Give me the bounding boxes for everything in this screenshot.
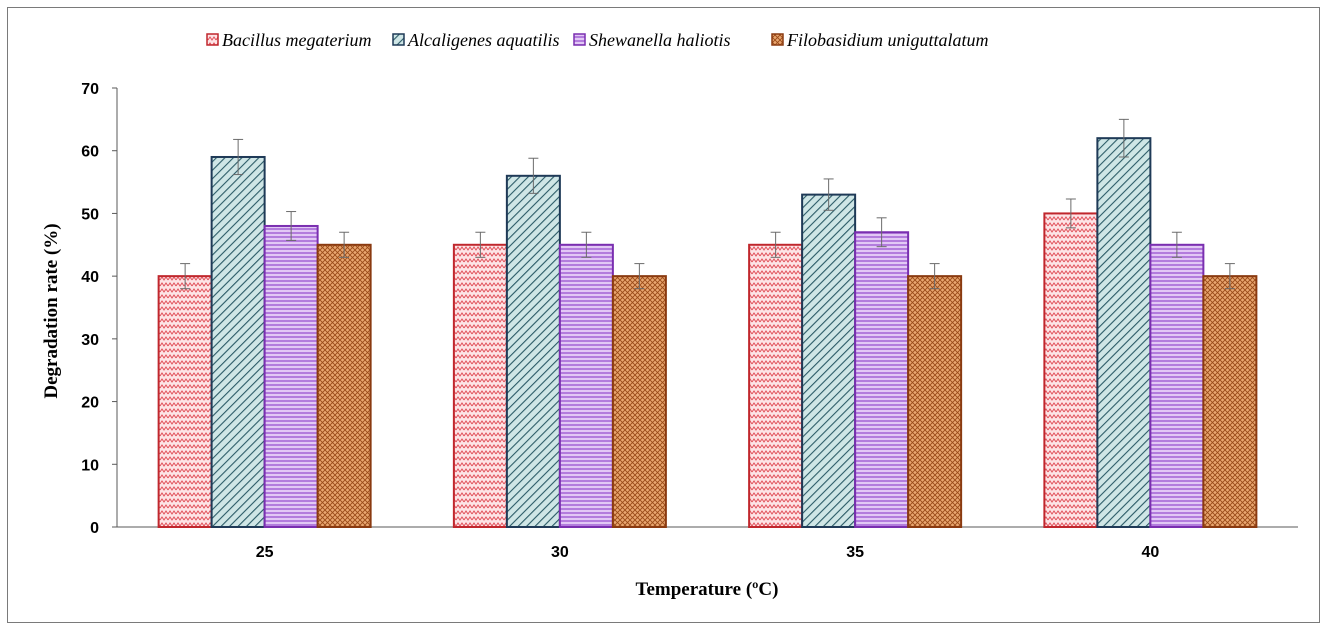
bar [316,243,372,529]
error-bar [581,231,592,258]
bar [263,224,319,528]
bar [505,174,561,529]
legend-swatch [771,33,784,46]
error-bar [1224,263,1235,290]
x-tick-label: 35 [846,544,864,561]
y-tick-label: 10 [81,457,99,474]
legend: Bacillus megaterium Alcaligenes aquatilis… [206,30,989,50]
y-axis-title: Degradation rate (%) [41,223,62,398]
legend-swatch [573,33,586,46]
bar [801,193,857,528]
bar [210,155,266,528]
y-tick-label: 20 [81,395,99,412]
legend-item: Alcaligenes aquatilis [392,30,559,50]
error-bar [876,217,887,248]
error-bar [233,138,244,176]
legend-item: Shewanella haliotis [573,30,731,50]
error-bar [180,263,191,290]
x-tick-label: 30 [551,544,569,561]
y-tick-label: 50 [81,206,99,223]
bar [1149,243,1205,529]
error-bar [1065,198,1076,229]
error-bars [180,118,1235,290]
bar [748,243,804,529]
error-bar [1171,231,1182,258]
y-tick-label: 30 [81,332,99,349]
bars [157,137,1258,529]
legend-label: Alcaligenes aquatilis [407,30,559,50]
y-tick-label: 60 [81,144,99,161]
bar [1202,275,1258,528]
bar [907,275,963,528]
legend-swatch [206,33,219,46]
y-tick-label: 0 [90,520,99,537]
legend-item: Filobasidium uniguttalatum [771,30,989,50]
bar [452,243,508,529]
legend-swatch [392,33,405,46]
y-tick-label: 70 [81,81,99,98]
bar [558,243,614,529]
x-tick-label: 25 [256,544,274,561]
error-bar [929,263,940,290]
error-bar [528,157,539,194]
bar [854,231,910,528]
error-bar [823,178,834,211]
error-bar [475,231,486,258]
error-bar [1118,118,1129,158]
bar [1043,212,1099,529]
error-bar [634,263,645,290]
legend-label: Filobasidium uniguttalatum [786,30,989,50]
y-tick-label: 40 [81,269,99,286]
x-tick-label: 40 [1141,544,1159,561]
x-axis-title: Temperature (ºC) [636,579,779,600]
bar [611,275,667,528]
error-bar [770,231,781,258]
error-bar [286,211,297,241]
legend-label: Bacillus megaterium [222,30,371,50]
bar [157,275,213,528]
y-axis: 0 10 20 30 40 50 60 70 [81,81,118,537]
legend-label: Shewanella haliotis [589,30,731,50]
bar [1096,137,1152,529]
error-bar [339,231,350,258]
legend-item: Bacillus megaterium [206,30,371,50]
